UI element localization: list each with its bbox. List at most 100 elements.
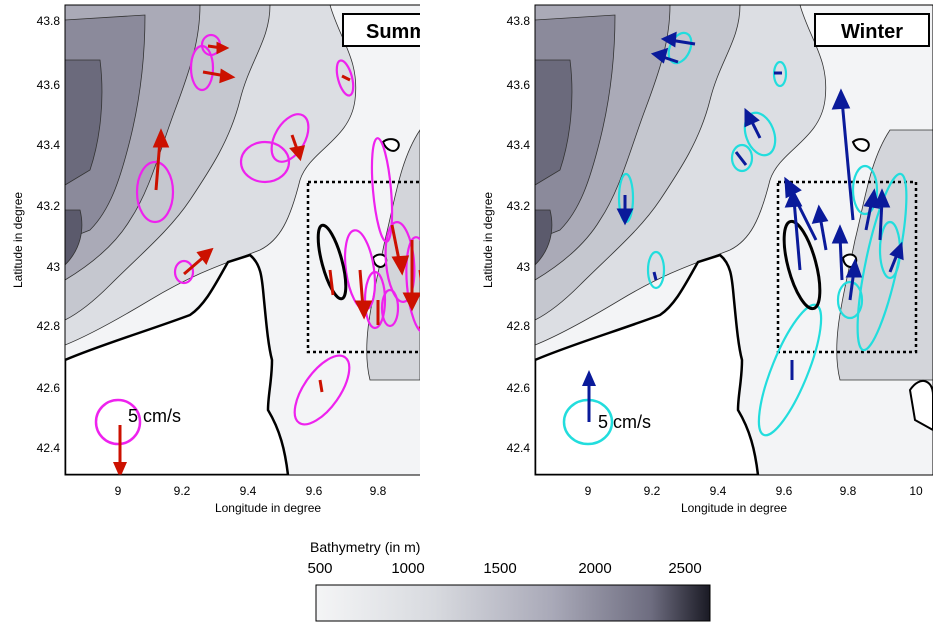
island-elba [908,380,933,432]
ellipse [836,280,864,320]
scale-legend-label: 5 cm/s [598,412,651,432]
x-tick: 10 [909,484,923,498]
colorbar-tick: 2000 [578,560,611,577]
x-tick: 9.6 [306,484,323,498]
x-tick: 9 [115,484,122,498]
arrow-head [152,128,170,148]
bathymetry-band-2500m [535,59,573,186]
arrow-head [289,145,306,162]
map-panel-winter: 5 cm/s Winter 43.8 43.6 43.4 43.2 43 42.… [470,0,933,520]
ellipse [189,44,215,92]
current-arrows-winter [616,31,904,380]
island-gorgona [851,138,870,152]
y-tick: 43.8 [37,14,61,28]
panel-title: Winter [841,21,903,43]
arrow-head [845,258,863,278]
ellipse [293,354,351,426]
arrow-head [863,188,881,209]
corsica-landmass [535,253,760,475]
plot-frame [64,4,420,476]
colorbar-tick: 1500 [483,560,516,577]
arrow [341,74,351,82]
highlight-ellipse [782,219,822,311]
arrow-head [354,300,373,320]
arrow [734,151,748,166]
arrow-head [831,88,851,110]
arrow-head [811,204,829,224]
map-canvas-summer: 5 cm/s Summer 43.8 43.6 43.4 43.2 43 42.… [11,4,420,515]
study-area-box [306,180,420,354]
y-axis-label: Latitude in degree [481,192,495,288]
bathymetry-band-2500m [65,59,103,186]
x-tick: 9.4 [710,484,727,498]
y-tick: 43 [517,260,531,274]
x-axis-label: Longitude in degree [681,501,787,515]
colorbar-tick: 500 [307,560,332,577]
arrow-head [616,208,634,226]
map-canvas-winter: 5 cm/s Winter 43.8 43.6 43.4 43.2 43 42.… [481,4,933,515]
ellipse [646,250,666,290]
panel-title-box [342,13,420,47]
ellipse [384,221,416,303]
arrow-head [196,247,214,265]
arrow-head [402,292,420,312]
y-tick: 42.8 [37,319,61,333]
colorbar-tick: 1000 [391,560,424,577]
arrow-head [784,188,803,208]
arrow-head [219,68,236,84]
ellipse [380,288,400,328]
arrow [652,271,658,281]
x-tick: 9.2 [644,484,661,498]
x-tick: 9.8 [840,484,857,498]
x-axis-ticks: 9 9.2 9.4 9.6 9.8 10 [115,484,387,498]
colorbar-title: Bathymetry (in m) [310,539,420,555]
arrow [840,99,855,221]
y-tick: 42.6 [507,381,531,395]
y-tick: 43.4 [37,138,61,152]
arrow-head [650,47,669,64]
ellipse [743,111,777,157]
ellipse [851,164,879,216]
colorbar-canvas: Bathymetry (in m) 500 1000 1500 2000 250… [307,539,711,622]
ellipse [363,270,387,330]
y-tick: 43.6 [507,78,531,92]
ellipse [239,140,291,184]
y-tick: 42.4 [37,441,61,455]
y-tick: 42.8 [507,319,531,333]
y-tick: 43 [47,260,61,274]
scale-legend-label: 5 cm/s [128,406,181,426]
y-axis-ticks: 43.8 43.6 43.4 43.2 43 42.8 42.6 42.4 [507,14,531,455]
scale-legend-arrow-head [113,462,127,475]
bathymetry-colorbar: Bathymetry (in m) 500 1000 1500 2000 250… [300,535,730,623]
ellipse [405,236,420,334]
study-area-box [776,180,918,354]
arrow-head [216,41,230,55]
ellipse [730,143,754,173]
ellipse [173,259,195,285]
x-tick: 9.8 [370,484,387,498]
arrow-head [391,255,410,276]
panel-title: Summer [366,21,420,43]
arrow [318,379,324,393]
arrow [792,199,802,271]
arrow-head [831,224,849,244]
ellipse [335,59,355,97]
x-axis-label: Longitude in degree [215,501,321,515]
current-ellipses-summer [135,33,420,426]
plot-frame [534,4,933,476]
y-tick: 43.6 [37,78,61,92]
panel-title-box [814,13,930,47]
island-gorgona [381,138,400,152]
arrow-head [873,188,891,208]
x-tick: 9.6 [776,484,793,498]
y-tick: 42.6 [37,381,61,395]
y-tick: 43.4 [507,138,531,152]
y-tick: 42.4 [507,441,531,455]
y-axis-ticks: 43.8 43.6 43.4 43.2 43 42.8 42.6 42.4 [37,14,61,455]
y-tick: 43.2 [37,199,61,213]
corsica-landmass [65,253,290,475]
colorbar-tick: 2500 [668,560,701,577]
scale-legend-ellipse [94,398,142,446]
arrow [328,269,335,296]
arrow-head [660,31,677,48]
